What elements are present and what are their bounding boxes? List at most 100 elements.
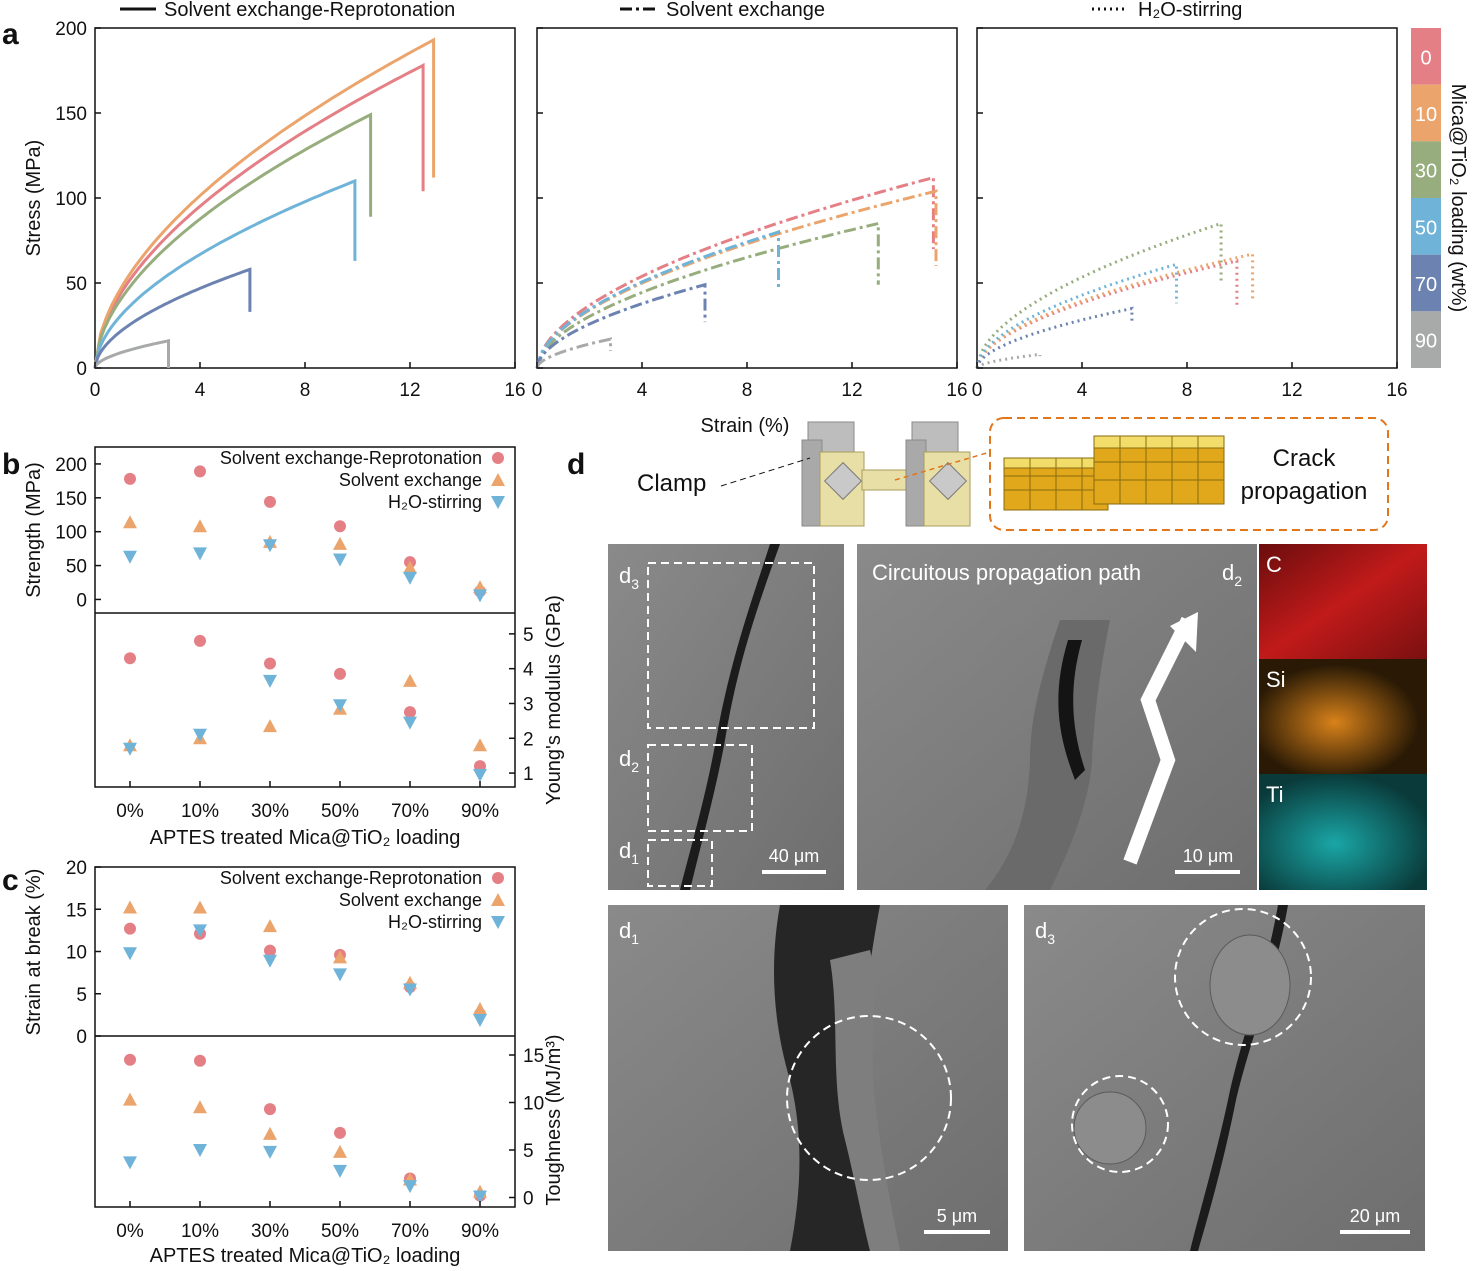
colorbar-label: 10 <box>1415 104 1437 126</box>
panel-letter-c: c <box>2 864 19 897</box>
x-tick-label: 90% <box>461 801 499 822</box>
curve-10wt <box>975 252 1255 369</box>
x-tick-label: 4 <box>637 380 648 401</box>
detached-platelet <box>1073 1091 1147 1165</box>
point-top-triangle-down <box>403 571 417 585</box>
plot-frame <box>976 27 1398 369</box>
curve-30wt <box>975 221 1223 369</box>
point-top-circle <box>194 465 206 478</box>
y-tick-label-top: 15 <box>66 900 87 921</box>
scale-label: 20 μm <box>1350 1206 1400 1226</box>
zoom-pointer <box>894 451 991 481</box>
point-top-triangle-up <box>263 919 277 933</box>
plot-frame <box>94 446 516 788</box>
point-top-circle <box>124 472 136 485</box>
eds-label-si: Si <box>1266 667 1286 692</box>
fibril-bridge <box>830 950 900 1251</box>
point-bottom-triangle-down <box>193 728 207 742</box>
x-tick-label: 30% <box>251 1221 289 1242</box>
point-bottom-triangle-up <box>123 1092 137 1106</box>
crack-ridge <box>985 620 1110 890</box>
platelet-stack-left <box>1003 457 1109 511</box>
sem-image-d3: d3 20 μm <box>1024 905 1425 1251</box>
point-bottom-circle <box>334 1126 346 1139</box>
x-tick-label: 0% <box>116 1221 144 1242</box>
y-axis-title-bottom: Young's modulus (GPa) <box>543 595 565 805</box>
point-bottom-triangle-down <box>473 768 487 782</box>
eds-map-ti <box>1259 774 1427 890</box>
y-tick-label-top: 200 <box>55 455 87 476</box>
point-bottom-triangle-down <box>473 1190 487 1204</box>
point-top-circle <box>124 922 136 935</box>
x-tick-label: 16 <box>504 380 525 401</box>
eds-label-c: C <box>1266 552 1282 577</box>
highlight-circle <box>786 1015 952 1181</box>
eds-label-ti: Ti <box>1266 782 1284 807</box>
plot-frame <box>94 27 516 369</box>
colorbar-swatch-0 <box>1411 28 1441 85</box>
x-tick-label: 0 <box>532 380 543 401</box>
detached-platelet <box>1209 934 1291 1036</box>
point-bottom-triangle-down <box>263 1145 277 1159</box>
y-axis-title: Stress (MPa) <box>23 140 45 257</box>
x-tick-label: 90% <box>461 1221 499 1242</box>
point-bottom-circle <box>194 634 206 647</box>
y-tick-label-bottom: 15 <box>523 1046 544 1067</box>
x-tick-label: 30% <box>251 801 289 822</box>
zoom-box-d2 <box>647 744 753 832</box>
y-tick-label-bottom: 0 <box>523 1189 534 1210</box>
point-bottom-triangle-down <box>123 742 137 756</box>
stress-strain-plot-solvent-exchange: Solvent exchange 0 4 8 12 16 <box>532 0 968 401</box>
crack-label-line1: Crack <box>1273 445 1337 472</box>
zoom-box <box>989 417 1389 531</box>
y-tick-label: 150 <box>55 104 87 125</box>
y-tick-label-bottom: 3 <box>523 694 534 715</box>
legend-marker <box>492 872 504 884</box>
panel-letter-b: b <box>2 448 20 481</box>
point-bottom-triangle-down <box>193 1144 207 1157</box>
strength-modulus-plot: 0% 10% 30% 50% 70% 90% 0 50 100 150 200 1 2 3 4 5 Solve… <box>23 446 565 849</box>
curve-0wt <box>535 175 935 369</box>
curve-90wt <box>93 338 170 369</box>
point-bottom-circle <box>404 706 416 719</box>
point-bottom-triangle-up <box>263 1126 277 1140</box>
point-top-triangle-up <box>193 519 207 533</box>
curve-50wt <box>975 262 1178 369</box>
y-tick-label-top: 10 <box>66 943 87 964</box>
point-bottom-triangle-up <box>263 719 277 733</box>
plot-frame <box>94 866 516 1208</box>
curve-10wt <box>535 189 938 369</box>
colorbar-label: 30 <box>1415 161 1437 183</box>
crack-shape <box>1058 640 1085 780</box>
point-bottom-circle <box>264 1103 276 1116</box>
propagation-path-arrow <box>1123 616 1195 865</box>
point-bottom-circle <box>334 667 346 680</box>
y-tick-label-top: 0 <box>76 1027 87 1048</box>
y-tick-label-bottom: 5 <box>523 625 534 646</box>
point-top-triangle-down <box>193 547 207 561</box>
sem-image-overview: d3 d2 d1 40 μm <box>608 544 844 890</box>
y-axis-title-top: Strength (MPa) <box>23 462 45 598</box>
panel-letter-d: d <box>567 448 585 481</box>
scale-label: 40 μm <box>769 846 819 866</box>
legend-entry: Solvent exchange-Reprotonation <box>220 868 482 888</box>
point-bottom-triangle-up <box>403 673 417 687</box>
highlight-circle <box>1071 1075 1169 1173</box>
x-axis-title: APTES treated Mica@TiO₂ loading <box>150 1245 461 1267</box>
clamp-left <box>801 421 865 527</box>
zoom-box-d3 <box>647 562 815 729</box>
curve-70wt <box>93 267 252 369</box>
point-bottom-circle <box>124 1053 136 1066</box>
x-tick-label: 12 <box>399 380 420 401</box>
curve-90wt <box>535 337 612 369</box>
point-top-triangle-up <box>123 515 137 529</box>
y-tick-label-top: 20 <box>66 858 87 879</box>
y-tick-label-bottom: 1 <box>523 764 534 785</box>
x-tick-label: 8 <box>1182 380 1193 401</box>
arrow-head <box>1170 612 1198 652</box>
y-tick-label-bottom: 10 <box>523 1094 544 1115</box>
point-bottom-triangle-down <box>403 716 417 730</box>
point-top-triangle-up <box>403 560 417 574</box>
colorbar-title: Mica@TiO₂ loading (wt%) <box>1447 84 1469 313</box>
legend-entry: H₂O-stirring <box>388 492 482 512</box>
